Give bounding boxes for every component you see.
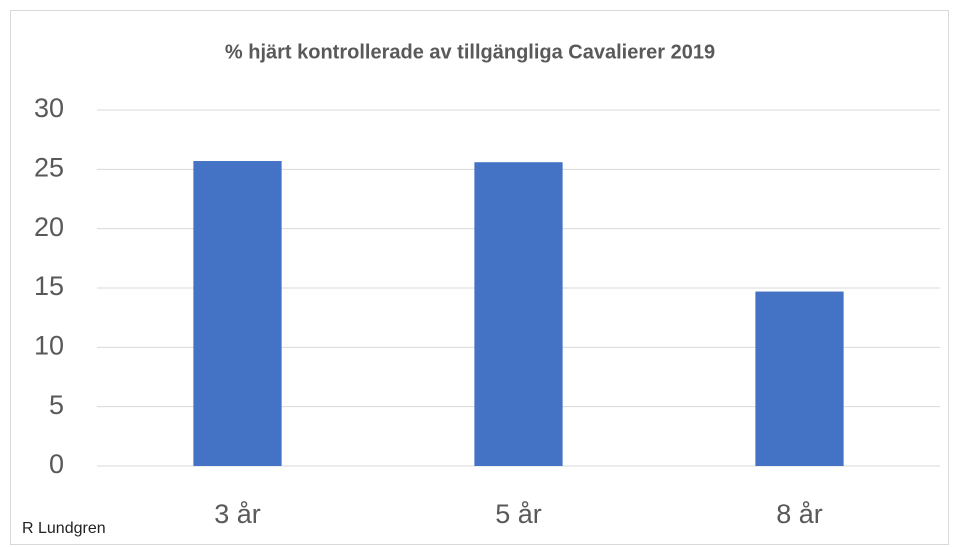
x-tick-label: 8 år <box>776 499 823 529</box>
y-tick-label: 20 <box>34 212 64 242</box>
y-tick-label: 15 <box>34 271 64 301</box>
x-tick-label: 5 år <box>495 499 542 529</box>
y-tick-label: 0 <box>49 449 64 479</box>
y-tick-label: 10 <box>34 330 64 360</box>
bar <box>193 161 282 466</box>
y-tick-label: 30 <box>34 93 64 123</box>
chart-title: % hjärt kontrollerade av tillgängliga Ca… <box>225 41 715 63</box>
y-tick-label: 5 <box>49 390 64 420</box>
bar <box>755 291 844 466</box>
annotation: R Lundgren <box>22 520 106 537</box>
bar <box>474 162 563 467</box>
x-tick-label: 3 år <box>214 499 261 529</box>
y-tick-label: 25 <box>34 152 64 182</box>
